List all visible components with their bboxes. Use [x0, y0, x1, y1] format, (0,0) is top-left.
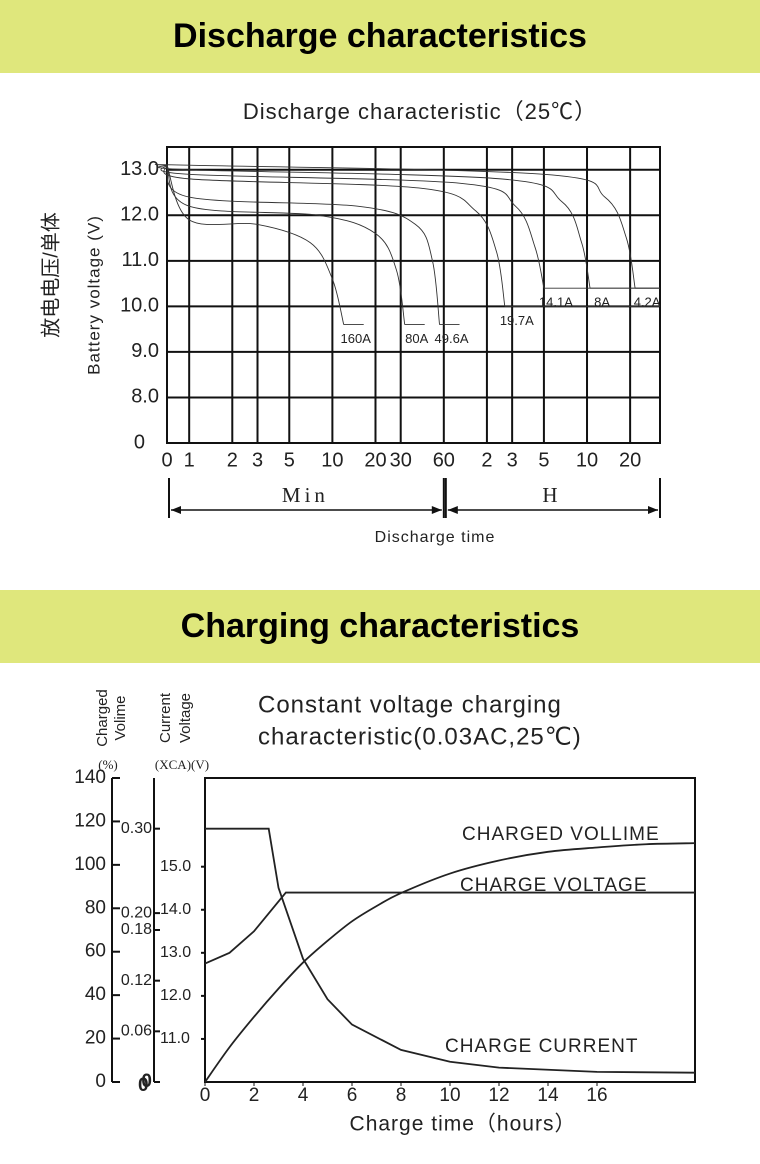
y2-tick-label: 0.12: [121, 972, 152, 989]
x-tick-label: 5: [538, 449, 549, 471]
x-tick-label: 20: [364, 449, 386, 471]
series-label: CHARGE CURRENT: [445, 1036, 638, 1057]
y-tick-label: 20: [85, 1028, 106, 1049]
x-tick-label: 8: [396, 1085, 407, 1106]
y-tick-label: 40: [85, 984, 106, 1005]
series-line: [166, 165, 345, 325]
y-axis-label: Charged: [94, 689, 111, 747]
y-axis-label: Volime: [112, 695, 129, 740]
series-line: [205, 827, 696, 1074]
x-tick-label: 0: [161, 449, 172, 471]
x-tick-label: 10: [321, 449, 343, 471]
y-axis-label: Current: [157, 692, 174, 743]
x-axis-label: Discharge time: [375, 529, 496, 546]
range-label: Min: [282, 483, 329, 507]
y-tick-label: 0: [95, 1071, 106, 1092]
y3-tick-label: 13.0: [160, 944, 191, 961]
y-axis-label: 放电电压/单体: [39, 212, 62, 338]
series-line: [166, 164, 440, 325]
x-tick-label: 3: [252, 449, 263, 471]
y-axis-unit: (XCA)(V): [155, 757, 209, 772]
x-tick-label: 30: [390, 449, 412, 471]
y2-tick-label: 0.18: [121, 921, 152, 938]
y-tick-label: 140: [74, 767, 106, 788]
chart-title: characteristic(0.03AC,25℃): [258, 723, 582, 750]
x-tick-label: 2: [227, 449, 238, 471]
series-label: 14.1A: [539, 295, 573, 310]
y3-tick-label: 15.0: [160, 858, 191, 875]
y-tick-label: 10.0: [120, 295, 159, 317]
y-tick-label: 9.0: [131, 340, 159, 362]
y-axis-unit: (%): [98, 757, 118, 772]
y2-tick-label: 0.30: [121, 820, 152, 837]
x-tick-label: 1: [184, 449, 195, 471]
chart-title: Constant voltage charging: [258, 691, 562, 718]
x-tick-label: 60: [433, 449, 455, 471]
series-label: 160A: [341, 331, 372, 346]
series-line: [157, 164, 591, 289]
y2-tick-label: 0.06: [121, 1023, 152, 1040]
x-tick-label: 14: [537, 1085, 559, 1106]
series-line: [163, 164, 506, 307]
y3-tick-label: 12.0: [160, 987, 191, 1004]
plot-frame: [166, 146, 661, 444]
x-tick-label: 16: [586, 1085, 607, 1106]
series-label: CHARGED VOLLIME: [462, 824, 660, 845]
y-tick-label: 12.0: [120, 204, 159, 226]
x-axis-label: Charge time（hours）: [350, 1113, 577, 1136]
x-tick-label: 10: [439, 1085, 460, 1106]
series-label: 8A: [594, 295, 610, 310]
y-tick-label: 0: [134, 431, 145, 453]
y3-tick-label: 14.0: [160, 901, 191, 918]
y-axis-label: Voltage: [177, 693, 194, 743]
x-tick-label: 2: [249, 1085, 260, 1106]
section-banner: Charging characteristics: [0, 590, 760, 663]
y3-tick-label: 0: [138, 1075, 149, 1096]
x-tick-label: 12: [488, 1085, 509, 1106]
x-tick-label: 20: [619, 449, 641, 471]
y-axis-label: Battery voltage (V): [84, 215, 103, 375]
series-line: [154, 164, 636, 289]
y-tick-label: 60: [85, 941, 106, 962]
x-tick-label: 3: [507, 449, 518, 471]
x-tick-label: 5: [284, 449, 295, 471]
series-label: 80A: [405, 331, 428, 346]
x-tick-label: 4: [298, 1085, 309, 1106]
x-tick-label: 10: [576, 449, 598, 471]
y-tick-label: 13.0: [120, 158, 159, 180]
y-tick-label: 100: [74, 854, 106, 875]
x-tick-label: 2: [481, 449, 492, 471]
series-label: CHARGE VOLTAGE: [460, 875, 648, 896]
series-label: 4.2A: [634, 295, 661, 310]
section-banner: Discharge characteristics: [0, 0, 760, 73]
y2-tick-label: 0.20: [121, 904, 152, 921]
series-label: 49.6A: [435, 331, 469, 346]
series-line: [160, 164, 545, 289]
chart-title: Discharge characteristic（25℃）: [243, 99, 597, 124]
y-tick-label: 8.0: [131, 386, 159, 408]
y-tick-label: 11.0: [122, 249, 159, 271]
series-line: [204, 842, 696, 1083]
range-label: H: [542, 483, 561, 507]
y-tick-label: 120: [74, 810, 106, 831]
y-tick-label: 80: [85, 897, 106, 918]
series-label: 19.7A: [500, 313, 534, 328]
series-line: [204, 891, 695, 965]
series-line: [166, 165, 406, 325]
x-tick-label: 0: [200, 1085, 211, 1106]
x-tick-label: 6: [347, 1085, 358, 1106]
y2-tick-label: 0: [141, 1071, 152, 1092]
y3-tick-label: 11.0: [160, 1030, 190, 1047]
